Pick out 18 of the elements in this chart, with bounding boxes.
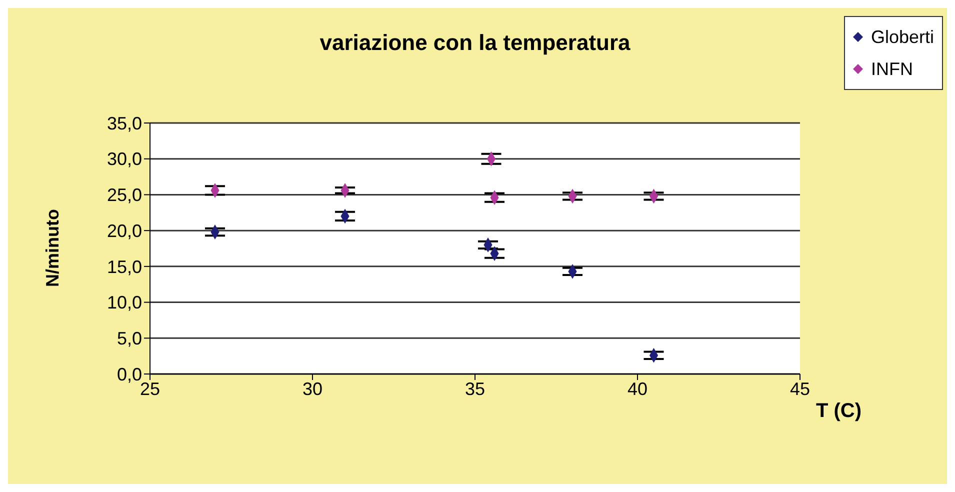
y-tick-label: 5,0 [116,328,142,349]
y-tick-label: 0,0 [116,364,142,384]
x-axis-title: T (C) [816,400,862,423]
x-tick-label: 45 [790,378,810,399]
x-tick-label: 35 [464,378,486,399]
chart-title: variazione con la temperatura [318,30,632,56]
legend-label: INFN [870,58,913,81]
x-tick-label: 40 [627,378,648,399]
y-tick-label: 10,0 [106,292,142,313]
y-tick-label: 30,0 [106,149,142,170]
y-tick-label: 15,0 [106,256,142,277]
legend-label: Globerti [870,26,934,49]
x-tick-label: 30 [302,378,323,399]
x-tick-label: 25 [140,378,160,399]
y-tick-label: 35,0 [106,113,142,134]
y-tick-label: 20,0 [106,220,142,241]
y-tick-label: 25,0 [106,185,142,206]
y-axis-title: N/minuto [42,209,64,287]
